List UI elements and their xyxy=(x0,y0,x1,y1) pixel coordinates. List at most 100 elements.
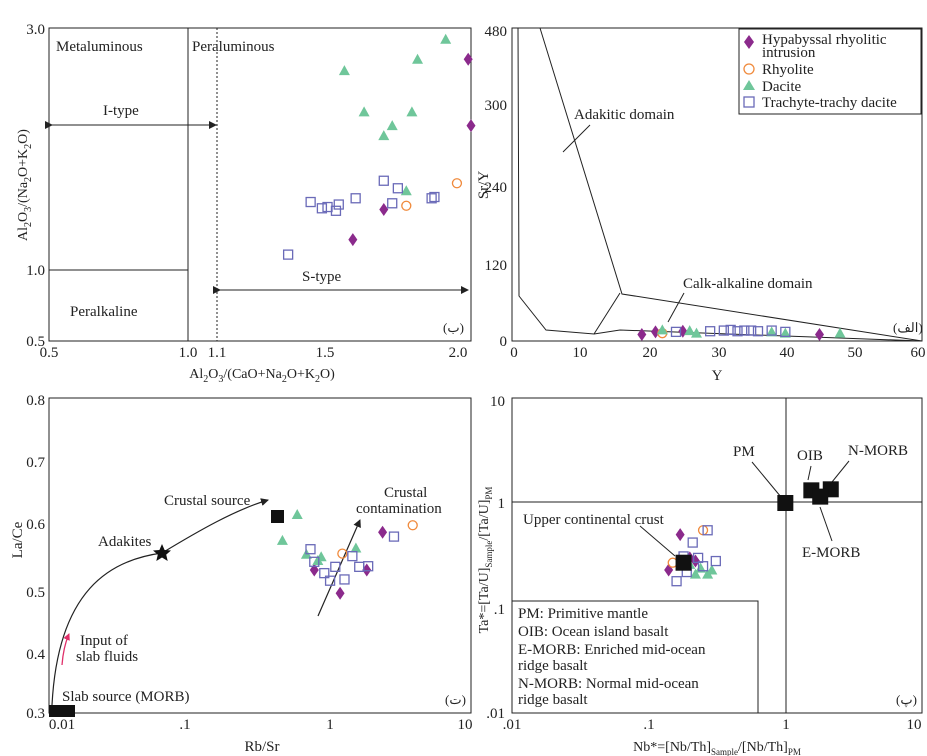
point-trachyte-trachy-dacite xyxy=(671,576,682,587)
panel-d-ytick-.01: .01 xyxy=(486,706,505,722)
panel-b-xtick-40: 40 xyxy=(780,345,795,361)
panel-b-ylabel: Sr/Y xyxy=(476,171,492,200)
panel-c-xtick-1: 1 xyxy=(326,717,334,733)
reference-upper-continental-crust xyxy=(675,554,692,571)
panel-b: Adakitic domain Calk-alkaline domain (ال… xyxy=(476,24,926,384)
panel-d-xlabel: Nb*=[Nb/Th]Sample/[Nb/Th]PM xyxy=(633,740,801,756)
point-trachyte-trachy-dacite xyxy=(718,325,729,336)
point-rhyolite xyxy=(401,200,412,211)
point-hypabyssal-rhyolitic-intrusion xyxy=(379,203,389,217)
panel-d-note-frame xyxy=(511,600,759,714)
panel-b-text-calk: Calk-alkaline domain xyxy=(683,276,813,292)
point-hypabyssal-rhyolitic-intrusion xyxy=(463,52,473,66)
panel-a-text-metaluminous: Metaluminous xyxy=(56,39,143,55)
panel-c-ytick-0.3: 0.3 xyxy=(26,706,45,722)
legend-rhyolite: Rhyolite xyxy=(762,62,814,78)
point-dacite xyxy=(276,534,288,545)
panel-d-marks xyxy=(664,481,839,587)
point-dacite xyxy=(706,564,718,575)
panel-d-text-pm: PM xyxy=(733,444,755,460)
panel-b-xtick-20: 20 xyxy=(643,345,658,361)
panel-a-xtick-1.0: 1.0 xyxy=(179,345,198,361)
point-trachyte-trachy-dacite xyxy=(347,550,358,562)
point-hypabyssal-rhyolitic-intrusion xyxy=(335,586,345,600)
panel-b-xtick-10: 10 xyxy=(573,345,588,361)
point-trachyte-trachy-dacite xyxy=(330,205,342,216)
panel-d-xtick-.01: .01 xyxy=(503,717,522,733)
point-dacite xyxy=(779,327,791,338)
panel-b-xtick-60: 60 xyxy=(911,345,926,361)
point-trachyte-trachy-dacite xyxy=(429,191,440,203)
point-trachyte-trachy-dacite xyxy=(333,199,344,210)
point-trachyte-trachy-dacite xyxy=(388,531,400,542)
point-trachyte-trachy-dacite xyxy=(732,326,743,337)
panel-a-ytick-0.5: 0.5 xyxy=(26,334,45,350)
panel-d-corner-label: (پ) xyxy=(896,692,917,708)
point-dacite xyxy=(766,326,778,337)
point-trachyte-trachy-dacite xyxy=(426,193,437,204)
point-dacite xyxy=(400,185,412,196)
point-trachyte-trachy-dacite xyxy=(339,574,350,585)
panel-b-ytick-0: 0 xyxy=(500,334,508,350)
panel-d-text-oib: OIB xyxy=(797,448,823,464)
panel-c-text-crustal-contam-2: contamination xyxy=(356,501,442,517)
panel-a-text-peraluminous: Peraluminous xyxy=(192,39,275,55)
panel-d-note-line: N-MORB: Normal mid-ocean xyxy=(518,676,699,692)
legend-triangle-icon xyxy=(743,80,755,90)
panel-d-ylabel: Ta*=[Ta/U]Sample/[Ta/U]PM xyxy=(477,487,494,634)
panel-a-xtick-2.0: 2.0 xyxy=(449,345,468,361)
point-trachyte-trachy-dacite xyxy=(697,561,709,572)
legend-circle-icon xyxy=(743,63,755,75)
point-dacite xyxy=(378,130,390,141)
panel-c-adakites-star-icon xyxy=(153,544,171,561)
point-dacite xyxy=(358,106,370,117)
panel-c-xtick-0.01: 0.01 xyxy=(49,717,75,733)
panel-b-xtick-50: 50 xyxy=(848,345,863,361)
panel-c-ytick-0.7: 0.7 xyxy=(26,455,45,471)
point-trachyte-trachy-dacite xyxy=(710,555,721,567)
panel-a-xlabel: Al2O3/(CaO+Na2O+K2O) xyxy=(189,367,335,385)
point-dacite xyxy=(412,53,424,64)
point-hypabyssal-rhyolitic-intrusion xyxy=(466,119,476,133)
point-hypabyssal-rhyolitic-intrusion xyxy=(309,563,319,577)
point-dacite xyxy=(386,120,398,131)
panel-d-note-line: ridge basalt xyxy=(518,658,588,674)
panel-c-ytick-0.4: 0.4 xyxy=(26,647,45,663)
point-dacite xyxy=(291,509,303,520)
panel-b-lower-boundary xyxy=(517,27,621,335)
panel-d-note-line: OIB: Ocean island basalt xyxy=(518,624,669,640)
point-rhyolite xyxy=(337,548,348,559)
panel-c-xtick-.1: .1 xyxy=(179,717,190,733)
panel-a-xtick-1.5: 1.5 xyxy=(316,345,335,361)
panel-b-adakitic-pointer xyxy=(562,124,591,153)
legend: Hypabyssal rhyolitic intrusion Rhyolite … xyxy=(738,28,922,115)
panel-d-emorb-pointer xyxy=(819,506,833,542)
point-trachyte-trachy-dacite xyxy=(687,537,698,548)
panel-d-text-ucc: Upper continental crust xyxy=(523,512,665,528)
panel-d-ytick-.1: .1 xyxy=(494,602,505,618)
panel-a-marks xyxy=(282,33,476,260)
panel-c-crustal-source-square xyxy=(271,510,284,523)
panel-d-pm-pointer xyxy=(751,461,782,498)
panel-d-ytick-1: 1 xyxy=(498,496,506,512)
panel-c-slab-fluid-arrow xyxy=(61,633,70,666)
panel-c-ytick-0.8: 0.8 xyxy=(26,393,45,409)
point-dacite xyxy=(440,33,452,44)
panel-b-frame xyxy=(511,27,923,342)
point-rhyolite xyxy=(451,178,463,189)
legend-dacite: Dacite xyxy=(762,79,801,95)
panel-b-ytick-240: 240 xyxy=(485,180,508,196)
panel-a-text-peralkaline: Peralkaline xyxy=(70,304,138,320)
point-dacite xyxy=(338,65,350,76)
panel-d-oib-pointer xyxy=(807,465,812,481)
panel-c-text-input-1: Input of xyxy=(80,633,128,649)
panel-a-ytick-1.0: 1.0 xyxy=(26,263,45,279)
point-trachyte-trachy-dacite xyxy=(746,325,757,336)
point-trachyte-trachy-dacite xyxy=(702,525,713,536)
point-hypabyssal-rhyolitic-intrusion xyxy=(348,233,358,247)
panel-b-ytick-480: 480 xyxy=(485,24,508,40)
point-trachyte-trachy-dacite xyxy=(316,203,328,214)
panel-d-ytick-10: 10 xyxy=(490,394,505,410)
point-trachyte-trachy-dacite xyxy=(705,326,716,337)
